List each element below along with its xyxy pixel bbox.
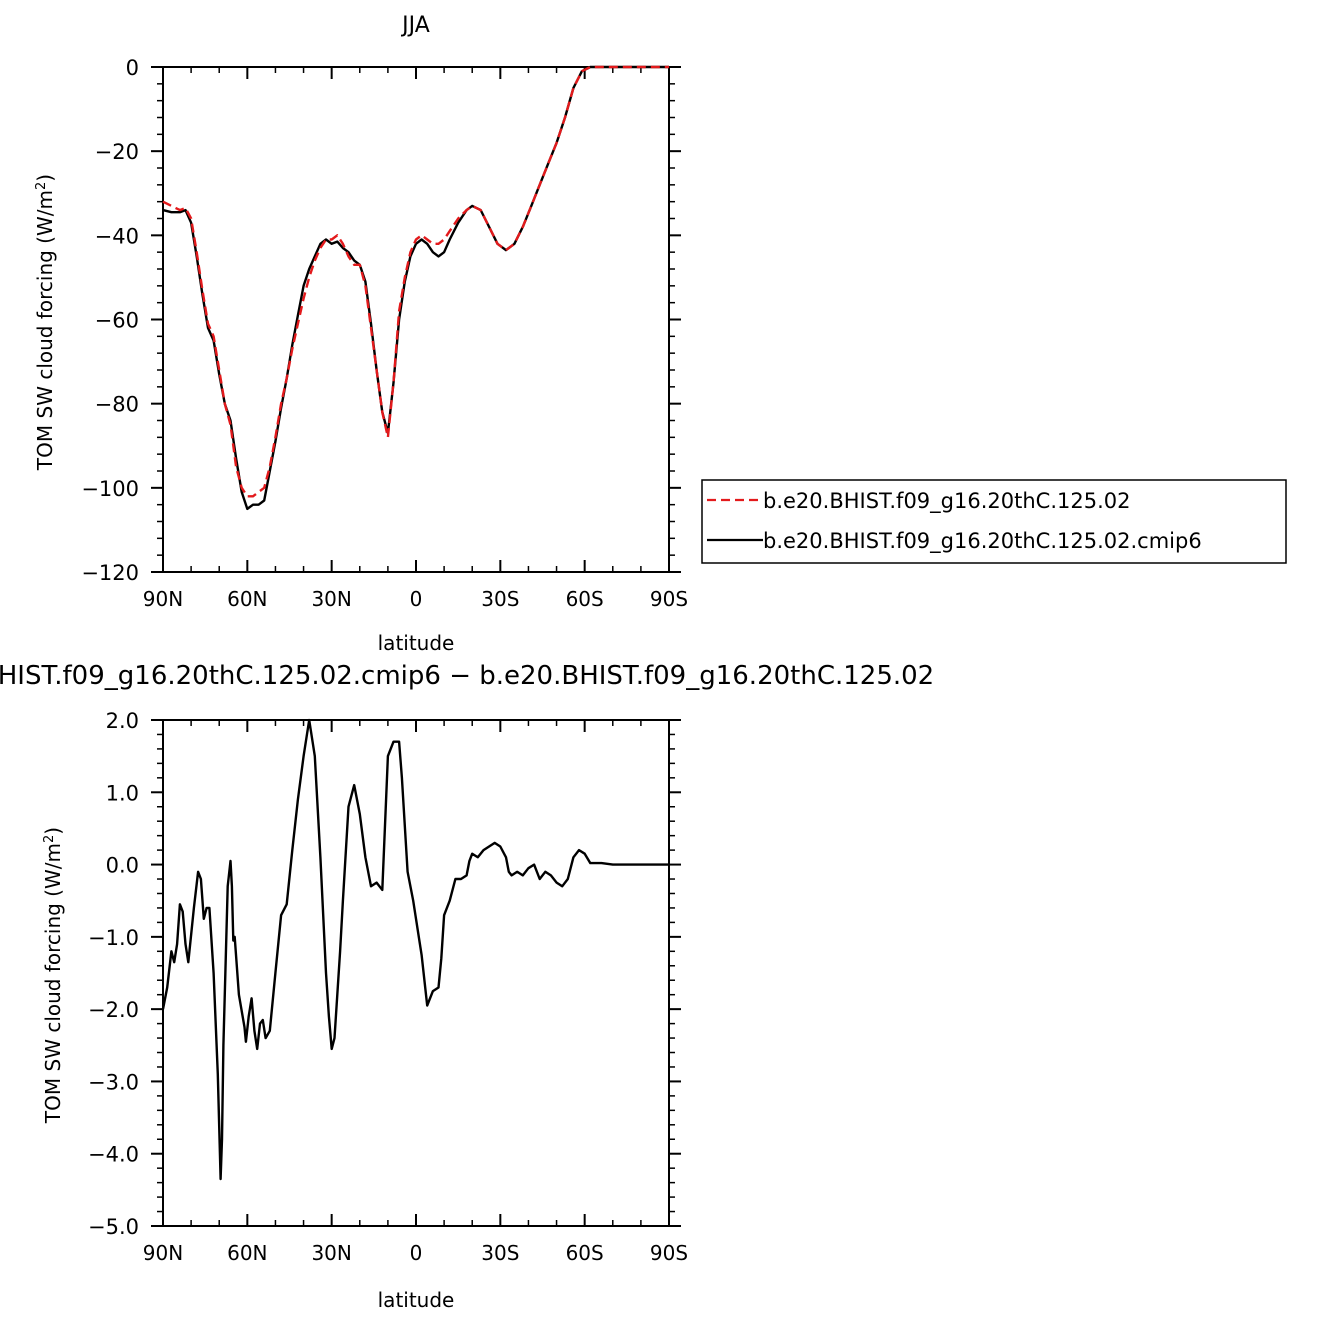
top-x-tick-label: 90N	[143, 587, 183, 611]
bottom-x-tick-label: 30N	[311, 1241, 351, 1265]
bottom-x-axis-label: latitude	[378, 1288, 455, 1312]
top-y-tick-label: 0	[126, 56, 139, 80]
bottom-x-tick-label: 60S	[566, 1241, 604, 1265]
top-plot-frame	[162, 66, 670, 573]
top-y-tick-label: −40	[95, 224, 139, 248]
bottom-x-tick-label: 30S	[481, 1241, 519, 1265]
chart-legend: b.e20.BHIST.f09_g16.20thC.125.02 b.e20.B…	[701, 479, 1287, 564]
bottom-y-axis-label: TOM SW cloud forcing (W/m2)	[41, 827, 65, 1124]
bottom-y-tick-label: −4.0	[88, 1143, 139, 1167]
top-x-tick-label: 30N	[311, 587, 351, 611]
top-series-line-1	[162, 65, 669, 498]
top-y-tick-label: −60	[95, 309, 139, 333]
bottom-chart: b.e20.BHIST.f09_g16.20thC.125.02.cmip6 −…	[0, 661, 934, 1312]
top-chart-axes: 90N 60N 30N 0 30S 60S 90S 0 −20 −40 −60 −80 −100 −120	[81, 56, 688, 611]
bottom-plot-frame	[162, 719, 670, 1227]
top-y-axis-label: TOM SW cloud forcing (W/m2)	[33, 174, 57, 471]
bottom-series-line-1	[161, 718, 669, 1181]
top-x-tick-label: 30S	[481, 587, 519, 611]
top-chart-title: JJA	[400, 13, 430, 38]
legend-box	[701, 479, 1287, 564]
bottom-y-tick-label: −2.0	[88, 998, 139, 1022]
bottom-y-tick-label: 2.0	[106, 709, 139, 733]
bottom-y-tick-label: −1.0	[88, 926, 139, 950]
bottom-y-tick-label: −5.0	[88, 1215, 139, 1239]
top-chart: JJA 90N 60N 30N 0 30S 60S 90S 0 −20 −40 −60 −80 −100…	[33, 13, 688, 655]
bottom-chart-title: b.e20.BHIST.f09_g16.20thC.125.02.cmip6 −…	[0, 661, 934, 691]
bottom-y-tick-label: 0.0	[106, 854, 139, 878]
bottom-chart-axes: 90N 60N 30N 0 30S 60S 90S 2.0 1.0 0.0 −1.0 −2.0 −3.0…	[88, 709, 688, 1265]
top-x-tick-label: 90S	[650, 587, 688, 611]
top-series-line-2	[162, 65, 669, 511]
legend-label-series-1: b.e20.BHIST.f09_g16.20thC.125.02	[763, 489, 1130, 514]
top-y-tick-label: −100	[81, 477, 139, 501]
bottom-chart-series	[161, 718, 669, 1181]
top-y-tick-label: −120	[81, 561, 139, 585]
top-x-tick-label: 60S	[566, 587, 604, 611]
top-chart-series	[162, 65, 669, 511]
bottom-y-tick-label: −3.0	[88, 1070, 139, 1094]
bottom-x-tick-label: 90S	[650, 1241, 688, 1265]
top-y-tick-label: −20	[95, 140, 139, 164]
bottom-y-tick-label: 1.0	[106, 781, 139, 805]
legend-label-series-2: b.e20.BHIST.f09_g16.20thC.125.02.cmip6	[763, 529, 1202, 554]
top-x-axis-label: latitude	[378, 631, 455, 655]
bottom-x-tick-label: 60N	[227, 1241, 267, 1265]
top-x-tick-label: 0	[410, 587, 423, 611]
bottom-x-tick-label: 90N	[143, 1241, 183, 1265]
top-x-tick-label: 60N	[227, 587, 267, 611]
bottom-x-tick-label: 0	[410, 1241, 423, 1265]
top-y-tick-label: −80	[95, 393, 139, 417]
